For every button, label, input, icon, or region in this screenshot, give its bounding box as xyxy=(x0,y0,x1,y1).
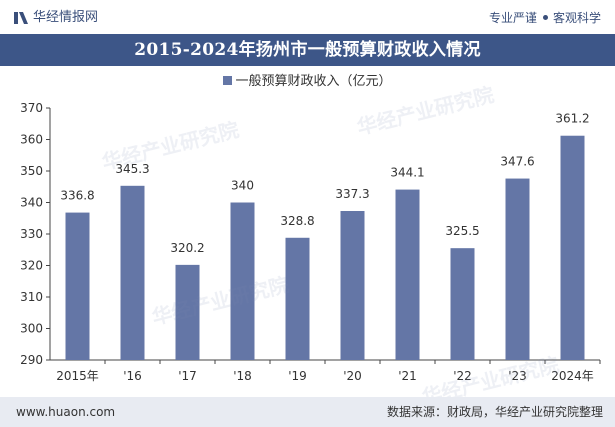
tagline-right: 客观科学 xyxy=(552,11,601,25)
bar-value-label: 361.2 xyxy=(555,112,589,126)
bar-value-label: 345.3 xyxy=(115,162,149,176)
x-tick-label: '21 xyxy=(398,369,417,383)
bar xyxy=(285,237,310,360)
legend: 一般预算财政收入（亿元） xyxy=(0,72,615,92)
y-tick-label: 370 xyxy=(20,101,43,115)
bar-value-label: 336.8 xyxy=(60,189,94,203)
footer-url: www.huaon.com xyxy=(16,405,116,419)
bar xyxy=(340,211,365,360)
brand-name: 华经情报网 xyxy=(33,10,99,25)
top-bar: 华经情报网 专业严谨 客观科学 xyxy=(0,0,615,34)
bar-value-label: 347.6 xyxy=(500,155,534,169)
x-tick-label: '20 xyxy=(343,369,362,383)
bar-value-label: 340 xyxy=(231,179,254,193)
bar-value-label: 344.1 xyxy=(390,166,424,180)
x-tick-label: 2015年 xyxy=(56,369,99,383)
y-tick-label: 320 xyxy=(20,259,43,273)
bar xyxy=(120,185,145,360)
y-tick-label: 290 xyxy=(20,353,43,367)
y-tick-label: 310 xyxy=(20,290,43,304)
y-tick-label: 340 xyxy=(20,196,43,210)
bar xyxy=(450,248,475,360)
bar-chart: 290 300 310 320 330 340 350 360 370 336.8 2015年 345… xyxy=(20,101,601,383)
bar-value-label: 328.8 xyxy=(280,214,314,228)
x-tick-label: '23 xyxy=(508,369,527,383)
bar xyxy=(65,212,90,360)
bar xyxy=(395,189,420,360)
y-tick-label: 300 xyxy=(20,322,43,336)
footer: www.huaon.com 数据来源：财政局，华经产业研究院整理 xyxy=(0,397,615,427)
y-tick-label: 350 xyxy=(20,164,43,178)
y-tick-label: 330 xyxy=(20,227,43,241)
x-tick-label: '16 xyxy=(123,369,142,383)
x-tick-label: '19 xyxy=(288,369,307,383)
separator-dot-icon xyxy=(542,15,548,20)
bar xyxy=(230,202,255,360)
x-tick-label: '17 xyxy=(178,369,197,383)
bar-value-label: 325.5 xyxy=(445,224,479,238)
tagline-left: 专业严谨 xyxy=(488,11,537,25)
huajing-logo-icon xyxy=(14,12,28,24)
y-tick-label: 360 xyxy=(20,133,43,147)
bar xyxy=(175,264,200,360)
chart-title: 2015-2024年扬州市一般预算财政收入情况 xyxy=(134,40,481,60)
bar-value-label: 320.2 xyxy=(170,241,204,255)
x-tick-label: '18 xyxy=(233,369,252,383)
title-band: 2015-2024年扬州市一般预算财政收入情况 xyxy=(0,34,615,66)
x-tick-label: '22 xyxy=(453,369,472,383)
x-tick-label: 2024年 xyxy=(551,369,594,383)
tagline: 专业严谨 客观科学 xyxy=(489,9,601,27)
legend-label: 一般预算财政收入（亿元） xyxy=(235,74,392,89)
bar xyxy=(505,178,530,360)
bar xyxy=(560,135,585,360)
legend-swatch xyxy=(223,76,233,85)
bar-value-label: 337.3 xyxy=(335,187,369,201)
data-source: 数据来源：财政局，华经产业研究院整理 xyxy=(386,405,603,419)
